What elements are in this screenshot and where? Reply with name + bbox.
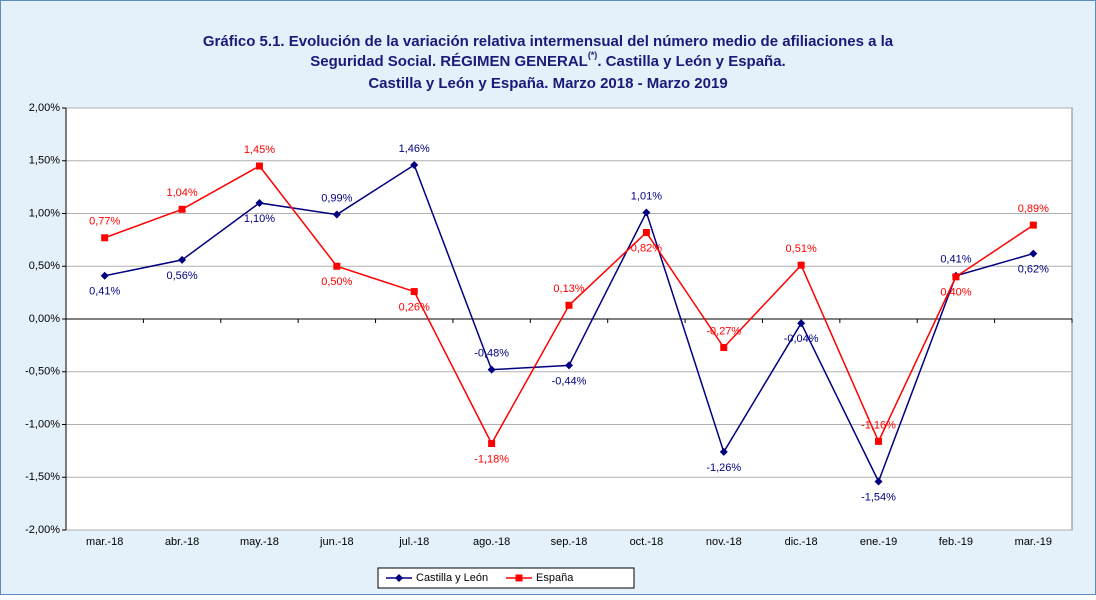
marker: [255, 198, 264, 207]
marker: [720, 343, 728, 351]
y-tick-label: -1,00%: [25, 418, 60, 430]
data-label: 0,41%: [940, 254, 971, 266]
marker: [178, 255, 187, 264]
y-tick-label: -1,50%: [25, 471, 60, 483]
chart-title: Gráfico 5.1. Evolución de la variación r…: [203, 33, 894, 50]
y-tick-label: 1,00%: [29, 207, 60, 219]
data-label: 0,77%: [89, 216, 120, 228]
marker: [1029, 221, 1037, 229]
marker: [255, 162, 263, 170]
x-tick-label: sep.-18: [551, 536, 588, 548]
y-tick-label: -2,00%: [25, 524, 60, 536]
data-label: -0,27%: [706, 325, 741, 337]
title-part: Seguridad Social. RÉGIMEN GENERAL: [310, 53, 588, 70]
y-tick-label: 1,50%: [29, 155, 60, 167]
data-label: -0,04%: [784, 333, 819, 345]
legend-label: Castilla y León: [416, 572, 488, 584]
marker: [797, 261, 805, 269]
x-tick-label: ago.-18: [473, 536, 510, 548]
data-label: 1,10%: [244, 213, 275, 225]
data-label: 0,41%: [89, 286, 120, 298]
data-label: -0,48%: [474, 348, 509, 360]
data-label: 1,46%: [399, 143, 430, 155]
data-label: 0,56%: [166, 270, 197, 282]
y-tick-label: -0,50%: [25, 366, 60, 378]
data-label: 0,50%: [321, 276, 352, 288]
x-tick-label: mar.-18: [86, 536, 123, 548]
marker: [333, 262, 341, 270]
x-tick-label: jun.-18: [319, 536, 354, 548]
data-label: 0,89%: [1018, 203, 1049, 215]
data-label: 1,45%: [244, 144, 275, 156]
x-tick-label: jul.-18: [398, 536, 429, 548]
x-tick-label: abr.-18: [165, 536, 199, 548]
marker: [101, 234, 109, 242]
title-part: . Castilla y León y España.: [597, 53, 785, 70]
legend-marker: [515, 574, 523, 582]
legend-marker: [395, 574, 403, 582]
data-label: 0,40%: [940, 287, 971, 299]
marker: [719, 447, 728, 456]
data-label: 0,26%: [399, 301, 430, 313]
y-tick-label: 0,50%: [29, 260, 60, 272]
x-tick-label: dic.-18: [785, 536, 818, 548]
marker: [875, 437, 883, 445]
x-tick-label: feb.-19: [939, 536, 973, 548]
y-tick-label: 2,00%: [29, 102, 60, 114]
chart-title: Castilla y León y España. Marzo 2018 - M…: [368, 75, 727, 92]
y-tick-label: 0,00%: [29, 313, 60, 325]
data-label: 0,13%: [553, 283, 584, 295]
marker: [1029, 249, 1038, 258]
x-tick-label: mar.-19: [1015, 536, 1052, 548]
data-label: 0,62%: [1018, 263, 1049, 275]
legend-label: España: [536, 572, 574, 584]
data-label: 0,99%: [321, 192, 352, 204]
data-label: -1,16%: [861, 419, 896, 431]
marker: [100, 271, 109, 280]
title-superscript: (*): [588, 50, 598, 60]
marker: [488, 439, 496, 447]
x-tick-label: oct.-18: [630, 536, 664, 548]
marker: [565, 301, 573, 309]
data-label: 1,04%: [166, 187, 197, 199]
data-label: -1,54%: [861, 491, 896, 503]
data-label: -1,26%: [706, 462, 741, 474]
marker: [874, 477, 883, 486]
marker: [565, 361, 573, 370]
chart-title: Seguridad Social. RÉGIMEN GENERAL(*). Ca…: [310, 50, 785, 70]
marker: [487, 365, 496, 374]
data-label: 0,82%: [631, 242, 662, 254]
data-label: 1,01%: [631, 190, 662, 202]
marker: [410, 160, 419, 169]
marker: [642, 228, 650, 236]
marker: [642, 208, 651, 217]
marker: [952, 273, 960, 281]
marker: [332, 210, 341, 219]
x-tick-label: nov.-18: [706, 536, 742, 548]
x-tick-label: ene.-19: [860, 536, 897, 548]
data-label: -1,18%: [474, 453, 509, 465]
marker: [797, 319, 806, 328]
marker: [178, 205, 186, 213]
data-label: 0,51%: [786, 243, 817, 255]
x-tick-label: may.-18: [240, 536, 279, 548]
marker: [410, 288, 418, 296]
data-label: -0,44%: [552, 375, 587, 387]
